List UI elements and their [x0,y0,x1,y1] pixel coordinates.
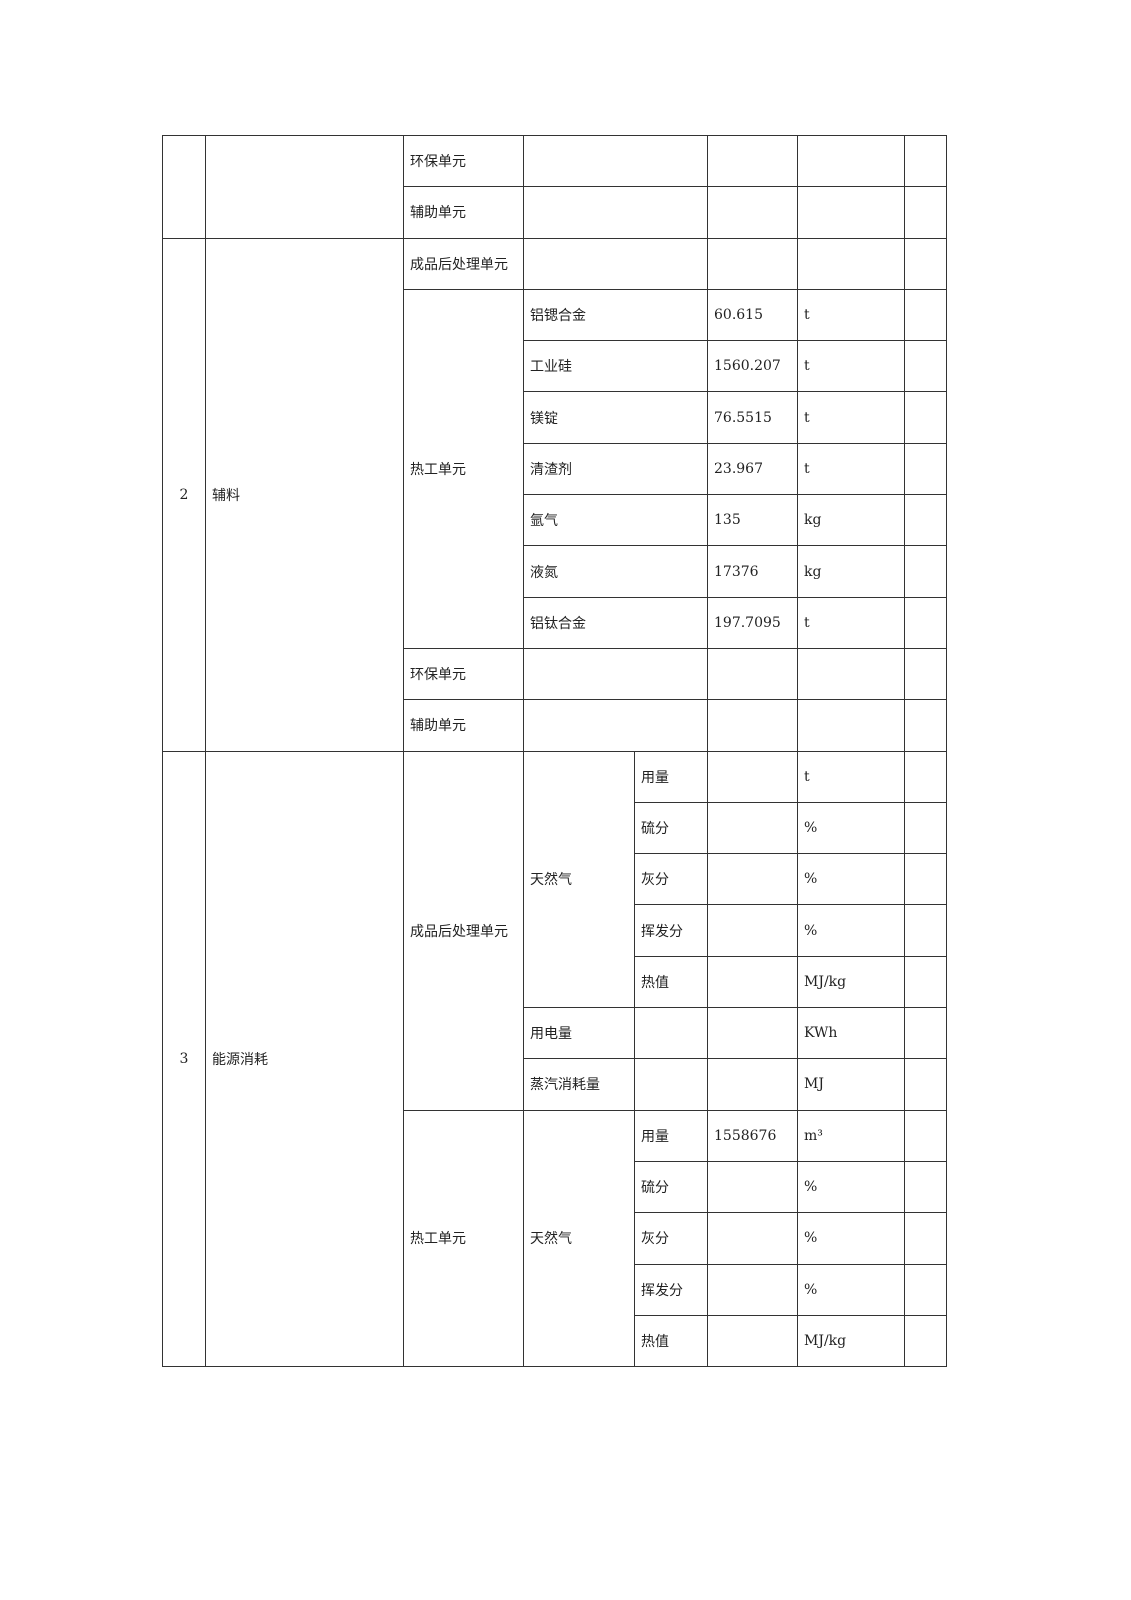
item-unit: kg [797,545,905,598]
item-value: 76.5515 [707,391,798,444]
param-value [707,1263,798,1316]
table-row: 热工单元 铝锶合金 60.615 t [163,288,947,649]
item-unit: t [797,596,905,649]
param-name: 用量 [634,1109,708,1162]
unit-cell: 环保单元 [403,647,524,701]
param-name: 灰分 [634,853,708,906]
param-name: 硫分 [634,801,708,855]
item-name: 氩气 [523,494,708,547]
item-name: 液氮 [523,545,708,598]
param-value [707,1160,798,1214]
table-row: 2 辅料 成品后处理单元 [162,237,947,752]
param-name: 挥发分 [634,1263,708,1316]
fuel-cell: 天然气 [523,750,635,1009]
category-cell: 辅料 [205,237,404,752]
table-row: 3 能源消耗 成品后处理单元 天然气 用量 t [162,750,947,1368]
param-unit: MJ/kg [797,955,905,1009]
unit-cell: 热工单元 [403,288,524,649]
unit-cell: 辅助单元 [403,699,524,752]
param-name: 灰分 [634,1212,708,1265]
fuel-cell: 用电量 [523,1007,635,1060]
param-unit: m³ [797,1109,905,1162]
param-name: 硫分 [634,1160,708,1214]
item-name: 工业硅 [523,340,708,393]
unit-cell: 成品后处理单元 [403,750,524,1111]
item-name: 镁锭 [523,391,708,444]
param-value [707,750,798,803]
table-row: 辅助单元 [163,699,947,752]
item-name: 铝钛合金 [523,596,708,649]
item-value: 135 [707,494,798,547]
table-row: 清渣剂 23.967 t [163,442,947,496]
unit-cell: 辅助单元 [403,186,524,239]
item-unit: t [797,340,905,393]
item-unit: t [797,288,905,342]
param-unit: KWh [797,1007,905,1060]
item-value: 60.615 [707,288,798,342]
fuel-cell: 天然气 [523,1109,635,1368]
unit-cell: 环保单元 [403,134,524,188]
index-cell: 3 [162,750,206,1368]
param-unit: % [797,1160,905,1214]
index-cell: 2 [162,237,206,752]
item-name: 清渣剂 [523,442,708,496]
table-row: 工业硅 1560.207 t [163,340,947,393]
table-row: 硫分 % [163,1160,947,1214]
param-name: 用量 [634,750,708,803]
item-value: 23.967 [707,442,798,496]
item-value: 197.7095 [707,596,798,649]
table-row: 用电量 KWh [163,1007,947,1060]
table-row: 环保单元 [162,134,947,239]
table-row: 热值 MJ/kg [163,1314,947,1368]
table-row: 挥发分 % [163,904,947,957]
consumption-table: 环保单元 辅助单元 2 辅料 成品后处理单元 热工单元 铝锶合金 60.615 … [162,134,947,1368]
category-cell [205,135,404,239]
param-value [707,1314,798,1368]
param-unit: % [797,1263,905,1316]
table-row: 蒸汽消耗量 MJ [163,1058,947,1111]
table-row: 氩气 135 kg [163,494,947,547]
table-row: 硫分 % [163,801,947,855]
param-name: 热值 [634,955,708,1009]
param-unit: MJ [797,1058,905,1111]
param-name: 挥发分 [634,904,708,957]
param-unit: t [797,750,905,803]
param-unit: % [797,904,905,957]
fuel-cell: 蒸汽消耗量 [523,1058,635,1111]
table-row: 环保单元 [163,647,947,701]
param-value: 1558676 [707,1109,798,1162]
param-unit: % [797,1212,905,1265]
unit-cell: 热工单元 [403,1109,524,1368]
item-unit: t [797,391,905,444]
category-cell: 能源消耗 [205,750,404,1368]
item-value: 1560.207 [707,340,798,393]
param-value [707,955,798,1009]
item-value: 17376 [707,545,798,598]
param-value [707,801,798,855]
table-row: 挥发分 % [163,1263,947,1316]
index-cell [162,135,206,239]
item-unit: t [797,442,905,496]
table-row: 热值 MJ/kg [163,955,947,1009]
param-value [707,904,798,957]
item-unit: kg [797,494,905,547]
table-row: 热工单元 天然气 用量 1558676 m³ [163,1109,947,1368]
param-unit: % [797,801,905,855]
param-name: 热值 [634,1314,708,1368]
param-unit: MJ/kg [797,1314,905,1368]
param-unit: % [797,853,905,906]
unit-cell: 成品后处理单元 [403,237,524,290]
item-name: 铝锶合金 [523,288,708,342]
param-value [707,1212,798,1265]
param-value [707,853,798,906]
